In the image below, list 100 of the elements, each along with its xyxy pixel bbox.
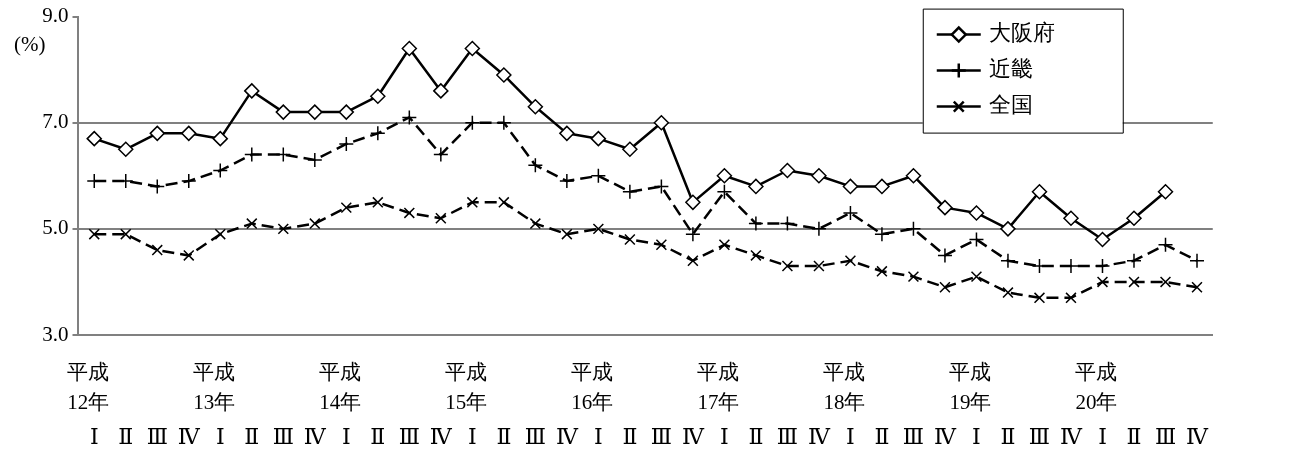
x-tick-label: Ⅱ	[622, 423, 638, 449]
point	[244, 146, 260, 163]
point	[1096, 276, 1109, 288]
text: 平成 12年	[67, 360, 110, 415]
point	[750, 249, 762, 262]
point	[874, 226, 890, 242]
point	[876, 265, 888, 278]
point	[118, 141, 134, 158]
point	[592, 223, 605, 235]
y-tick-label: 7.0	[42, 109, 69, 134]
point	[844, 255, 857, 267]
point	[464, 40, 481, 57]
legend-label: 大阪府	[988, 20, 1055, 46]
point	[1000, 221, 1016, 237]
point	[653, 178, 670, 195]
point	[779, 162, 796, 179]
point	[496, 67, 512, 83]
point	[277, 223, 289, 235]
point	[716, 183, 733, 200]
point	[685, 194, 701, 211]
point	[151, 244, 163, 256]
point	[88, 228, 100, 240]
text: 平成 17年	[697, 360, 740, 415]
point	[433, 83, 449, 99]
point	[401, 40, 418, 57]
point	[183, 249, 195, 262]
x-tick-label: Ⅲ	[776, 423, 799, 449]
x-tick-label: Ⅳ	[429, 423, 453, 449]
point	[653, 114, 670, 131]
text: 平成 19年	[949, 360, 992, 415]
legend-label: 全国	[988, 92, 1033, 118]
point	[1094, 231, 1111, 248]
point	[370, 88, 386, 104]
point	[527, 99, 544, 115]
point	[309, 217, 321, 230]
x-tick-label: Ⅳ	[303, 423, 327, 449]
x-tick-label: Ⅲ	[524, 423, 546, 449]
y-tick-label: 5.0	[42, 215, 69, 240]
point	[781, 260, 794, 272]
point	[1065, 292, 1077, 304]
point	[905, 221, 922, 237]
point	[937, 199, 953, 216]
x-tick-label: Ⅱ	[244, 423, 260, 449]
point	[275, 104, 292, 120]
point	[970, 270, 983, 283]
point	[685, 226, 701, 242]
x-tick-label: Ⅰ	[594, 423, 603, 449]
point	[874, 178, 890, 195]
point	[811, 168, 827, 184]
x-tick-label: Ⅲ	[398, 423, 420, 449]
point	[622, 141, 638, 158]
point	[149, 178, 166, 195]
x-tick-label: Ⅰ	[972, 423, 981, 449]
point	[464, 114, 481, 131]
x-tick-label: Ⅲ	[1154, 423, 1177, 449]
x-tick-label: Ⅳ	[555, 423, 579, 449]
point	[498, 196, 510, 209]
point	[1126, 252, 1142, 269]
x-tick-label: Ⅰ	[341, 423, 351, 449]
text: 平成 13年	[193, 360, 236, 415]
point	[590, 130, 607, 147]
text: 平成 16年	[571, 360, 614, 415]
point	[466, 196, 479, 209]
point	[401, 109, 418, 126]
text: 平成 20年	[1075, 360, 1118, 415]
x-tick-label: Ⅰ	[846, 423, 855, 449]
point	[968, 205, 985, 221]
y-axis-title: (%)	[14, 31, 46, 56]
point	[1063, 210, 1079, 226]
legend-label: 近畿	[988, 56, 1033, 82]
point	[340, 201, 353, 214]
point	[212, 162, 229, 179]
point	[181, 125, 197, 142]
x-tick-label: Ⅲ	[650, 423, 672, 449]
point	[687, 255, 699, 267]
point	[527, 157, 544, 173]
point	[1031, 183, 1048, 200]
point	[748, 215, 764, 232]
text: 平成 15年	[445, 360, 488, 415]
x-tick-label: Ⅱ	[874, 423, 890, 449]
point	[968, 231, 985, 248]
x-tick-label: Ⅳ	[1186, 423, 1210, 449]
point	[435, 212, 447, 224]
point	[655, 239, 668, 251]
point	[86, 130, 102, 147]
x-tick-label: Ⅰ	[467, 423, 477, 449]
point	[370, 125, 386, 142]
point	[307, 104, 323, 120]
point	[338, 104, 355, 120]
text: 平成 14年	[319, 360, 362, 415]
point	[939, 281, 951, 293]
point	[338, 136, 355, 152]
x-tick-label: Ⅰ	[215, 423, 225, 449]
x-tick-label: Ⅰ	[1098, 423, 1107, 449]
point	[212, 130, 229, 147]
x-tick-label: Ⅳ	[177, 423, 201, 449]
point	[1157, 237, 1174, 253]
point	[307, 152, 323, 168]
point	[433, 146, 449, 163]
point	[1002, 286, 1014, 299]
